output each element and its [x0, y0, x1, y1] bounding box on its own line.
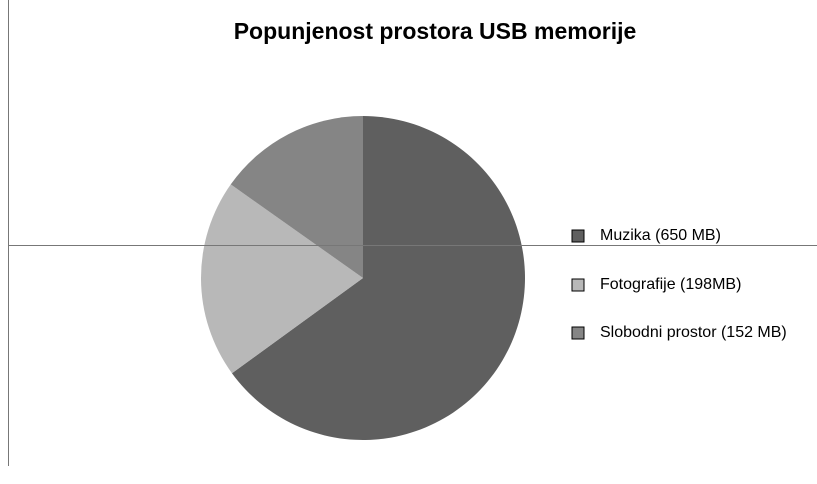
pie-slice: [230, 116, 363, 278]
legend-label: Slobodni prostor (152 MB): [600, 324, 787, 341]
pie: [201, 116, 525, 441]
legend-label: Muzika (650 MB): [600, 227, 721, 244]
legend: Muzika (650 MB) Fotografije (198MB) Slobod…: [571, 227, 787, 341]
chart-title: Popunjenost prostora USB memorije: [234, 18, 637, 44]
legend-swatch: [571, 278, 585, 292]
legend-swatch: [571, 326, 585, 340]
pie-slice: [231, 116, 525, 441]
legend-label: Fotografije (198MB): [600, 276, 741, 293]
legend-swatch: [571, 229, 585, 243]
pie-slice: [201, 184, 363, 374]
